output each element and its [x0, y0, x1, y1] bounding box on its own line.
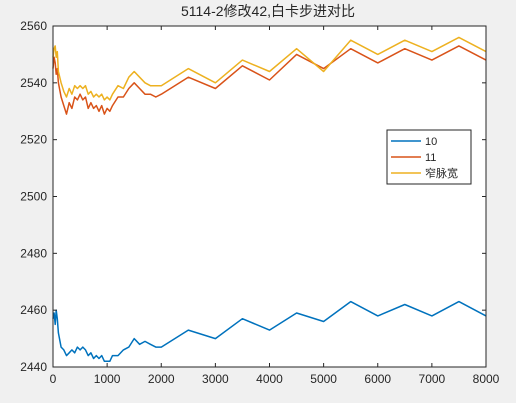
series-line-1: [52, 300, 487, 363]
y-tick-label: 2540: [20, 76, 47, 90]
x-tick-label: 1000: [94, 372, 121, 386]
x-tick-label: 7000: [419, 372, 446, 386]
series-line-2: [52, 45, 487, 115]
x-tick-label: 8000: [473, 372, 500, 386]
plot-area: [53, 26, 486, 367]
y-tick-label: 2460: [20, 303, 47, 317]
x-tick-label: 0: [50, 372, 57, 386]
legend: 10 11 窄脉宽: [386, 129, 472, 185]
legend-label: 10: [425, 136, 437, 148]
chart-title: 5114-2修改42,白卡步进对比: [181, 3, 355, 19]
y-tick-label: 2520: [20, 133, 47, 147]
legend-label: 11: [425, 152, 436, 164]
x-tick-label: 5000: [310, 372, 337, 386]
x-tick-label: 6000: [364, 372, 391, 386]
legend-label: 窄脉宽: [425, 166, 458, 180]
y-tick-label: 2500: [20, 190, 47, 204]
series-line-3: [52, 36, 487, 101]
x-tick-label: 3000: [202, 372, 229, 386]
y-tick-label: 2560: [20, 19, 47, 33]
y-tick-label: 2480: [20, 246, 47, 260]
y-tick-label: 2440: [20, 360, 47, 374]
x-tick-label: 4000: [256, 372, 283, 386]
x-tick-label: 2000: [148, 372, 175, 386]
